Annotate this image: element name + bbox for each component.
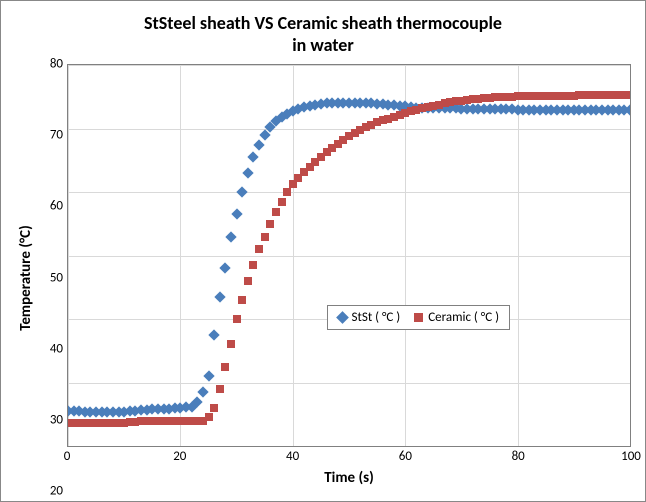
chart-title-line1: StSteel sheath VS Ceramic sheath thermoc…: [144, 12, 502, 34]
x-tick-label: 40: [286, 449, 299, 464]
plot-area: StSt ( °C ) Ceramic ( °C ): [67, 64, 631, 447]
data-point-ceramic: [216, 385, 224, 393]
data-point-stst: [237, 186, 248, 197]
y-tick-label: 30: [50, 412, 63, 427]
x-tick-label: 60: [399, 449, 412, 464]
chart-title-line2: in water: [292, 34, 354, 56]
legend-marker-icon: [414, 313, 423, 322]
x-tick-label: 20: [173, 449, 186, 464]
y-tick-label: 50: [50, 270, 63, 285]
y-axis-label-wrap: Temperature (°C): [15, 64, 37, 491]
data-point-ceramic: [205, 413, 213, 421]
data-point-stst: [220, 263, 231, 274]
y-tick-label: 60: [50, 199, 63, 214]
data-point-ceramic: [210, 404, 218, 412]
data-point-ceramic: [261, 233, 269, 241]
x-axis-ticks: 020406080100: [67, 447, 631, 469]
data-point-stst: [214, 291, 225, 302]
data-point-ceramic: [626, 91, 631, 99]
x-axis-label: Time (s): [67, 469, 631, 491]
data-point-stst: [225, 231, 236, 242]
data-point-stst: [231, 209, 242, 220]
legend-label: Ceramic ( °C ): [428, 310, 499, 325]
data-point-ceramic: [255, 245, 263, 253]
data-point-stst: [242, 167, 253, 178]
y-tick-label: 20: [50, 484, 63, 499]
data-point-ceramic: [272, 208, 280, 216]
data-point-stst: [248, 152, 259, 163]
data-point-ceramic: [266, 220, 274, 228]
gridline-vertical: [630, 65, 631, 446]
gridline-horizontal: [68, 383, 630, 384]
y-axis-ticks: 20304050607080: [37, 64, 67, 491]
data-point-stst: [208, 329, 219, 340]
legend-item: StSt ( °C ): [338, 310, 401, 325]
chart-container: StSteel sheath VS Ceramic sheath thermoc…: [0, 0, 646, 502]
gridline-horizontal: [68, 129, 630, 130]
data-point-stst: [203, 371, 214, 382]
legend-marker-icon: [336, 311, 349, 324]
y-tick-label: 70: [50, 128, 63, 143]
data-point-ceramic: [221, 363, 229, 371]
legend: StSt ( °C ) Ceramic ( °C ): [327, 305, 511, 330]
legend-item: Ceramic ( °C ): [414, 310, 499, 325]
chart-title: StSteel sheath VS Ceramic sheath thermoc…: [15, 13, 631, 56]
x-tick-label: 0: [64, 449, 71, 464]
x-tick-label: 100: [621, 449, 641, 464]
gridline-horizontal: [68, 256, 630, 257]
x-tick-label: 80: [512, 449, 525, 464]
y-axis-label: Temperature (°C): [17, 225, 35, 331]
gridline-horizontal: [68, 65, 630, 66]
data-point-ceramic: [249, 261, 257, 269]
plot-row: Temperature (°C) 20 30 40 50 60 70 80 StSt ( °…: [15, 64, 631, 491]
data-point-ceramic: [238, 296, 246, 304]
plot-area-wrap: StSt ( °C )Ceramic ( °C ) 020406080100 T…: [67, 64, 631, 491]
data-point-stst: [197, 386, 208, 397]
data-point-ceramic: [233, 315, 241, 323]
data-point-ceramic: [227, 340, 235, 348]
data-point-ceramic: [283, 188, 291, 196]
data-point-stst: [253, 139, 264, 150]
gridline-horizontal: [68, 192, 630, 193]
y-tick-label: 80: [50, 57, 63, 72]
data-point-ceramic: [244, 277, 252, 285]
data-point-ceramic: [278, 198, 286, 206]
legend-label: StSt ( °C ): [352, 310, 401, 325]
y-tick-label: 40: [50, 341, 63, 356]
